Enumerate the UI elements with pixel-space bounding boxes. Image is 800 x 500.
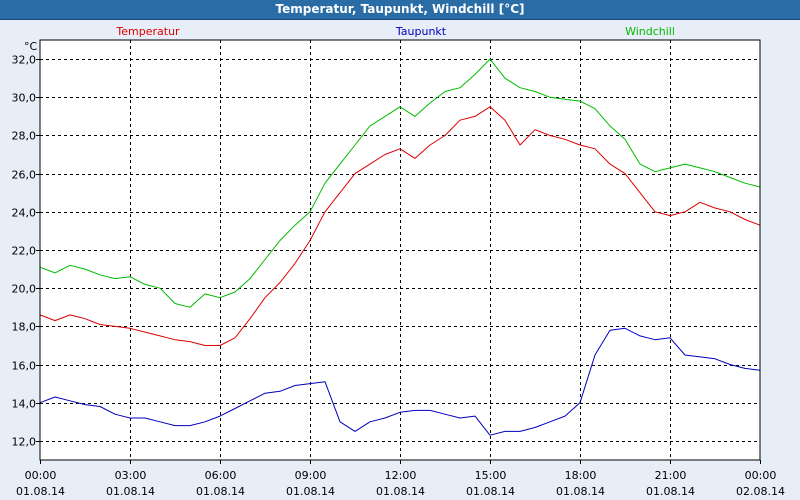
series-line-taupunkt: [39, 327, 761, 436]
x-tick-time-label: 00:00: [745, 469, 777, 482]
axes: 12,0 14,0 16,0 18,0 20,0 22,0 24,0 26,0 28,0 30,0…: [12, 40, 785, 498]
y-tick-label: 26,0: [12, 169, 37, 182]
legend: Temperatur Taupunkt Windchill: [115, 25, 675, 38]
x-tick-date-label: 01.08.14: [106, 485, 155, 498]
x-tick-time-label: 15:00: [475, 469, 507, 482]
series-line-windchill: [39, 58, 761, 308]
y-tick-label: 18,0: [12, 321, 37, 334]
x-tick-date-label: 01.08.14: [286, 485, 335, 498]
legend-label-temperatur: Temperatur: [115, 25, 180, 38]
series-lines: [39, 58, 761, 436]
window-title-bar: Temperatur, Taupunkt, Windchill [°C]: [0, 0, 800, 20]
x-tick-date-label: 01.08.14: [556, 485, 605, 498]
grid: [40, 40, 760, 460]
y-tick-label: 28,0: [12, 130, 37, 143]
x-tick-date-label: 01.08.14: [16, 485, 65, 498]
x-tick-date-label: 01.08.14: [376, 485, 425, 498]
x-tick-time-label: 03:00: [115, 469, 147, 482]
y-tick-label: 20,0: [12, 283, 37, 296]
x-tick-time-label: 09:00: [295, 469, 327, 482]
x-tick-date-label: 01.08.14: [646, 485, 695, 498]
x-tick-date-label: 02.08.14: [736, 485, 785, 498]
series-line-temperatur: [39, 106, 761, 346]
x-tick-time-label: 06:00: [205, 469, 237, 482]
y-tick-label: 22,0: [12, 245, 37, 258]
y-tick-label: 14,0: [12, 398, 37, 411]
y-tick-label: 16,0: [12, 360, 37, 373]
y-tick-label: 12,0: [12, 436, 37, 449]
y-tick-label: 30,0: [12, 92, 37, 105]
y-axis-unit-label: °C: [24, 40, 38, 53]
x-tick-time-label: 00:00: [25, 469, 57, 482]
x-tick-time-label: 21:00: [655, 469, 687, 482]
x-tick-date-label: 01.08.14: [466, 485, 515, 498]
y-tick-label: 32,0: [12, 54, 37, 67]
y-tick-label: 24,0: [12, 207, 37, 220]
x-tick-time-label: 18:00: [565, 469, 597, 482]
legend-label-taupunkt: Taupunkt: [395, 25, 447, 38]
x-tick-date-label: 01.08.14: [196, 485, 245, 498]
legend-label-windchill: Windchill: [625, 25, 675, 38]
x-tick-time-label: 12:00: [385, 469, 417, 482]
